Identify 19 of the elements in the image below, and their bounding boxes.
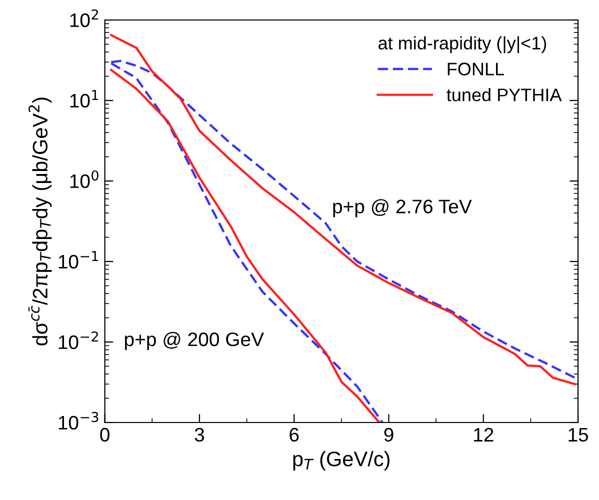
legend-title: at mid-rapidity (|y|<1) xyxy=(378,36,546,54)
y-tick-label: 10$^{−3}$ xyxy=(58,412,98,430)
text: dσ$^{cc̄}$/2πp$_{T}$dp$_{T}$dy (μb/GeV$^{2}$) xyxy=(28,98,52,346)
y-tick-label: 10$^{−1}$ xyxy=(58,251,98,269)
x-tick-label: 6 xyxy=(290,428,299,442)
x-tick-label: 9 xyxy=(384,428,394,442)
annotation: p+p @ 200 GeV xyxy=(125,332,264,350)
y-tick-label: 10$^{−2}$ xyxy=(58,331,98,350)
x-tick-label: 0 xyxy=(100,428,110,442)
y-tick-label: 10$^{2}$ xyxy=(70,9,98,28)
x-tick-label: 15 xyxy=(568,428,588,442)
x-tick-label: 3 xyxy=(194,428,204,442)
legend-label: FONLL xyxy=(448,62,504,76)
y-tick-label: 10$^{1}$ xyxy=(70,90,98,108)
x-axis-title: p$_{T}$ (GeV/c) xyxy=(293,451,390,470)
y-tick-label: 10$^{0}$ xyxy=(70,170,98,188)
legend-label: tuned PYTHIA xyxy=(446,88,562,102)
x-tick-label: 12 xyxy=(474,428,494,442)
annotation: p+p @ 2.76 TeV xyxy=(333,199,472,218)
